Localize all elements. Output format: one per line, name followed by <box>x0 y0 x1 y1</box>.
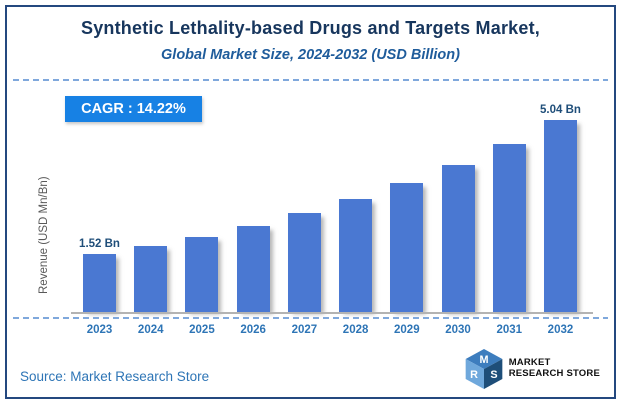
bar-2032 <box>543 120 577 312</box>
logo-letter-r: R <box>470 369 478 381</box>
x-tick-2031: 2031 <box>496 324 523 336</box>
chart-frame: Synthetic Lethality-based Drugs and Targ… <box>5 5 616 399</box>
bar-2031 <box>492 144 526 312</box>
bar-2025 <box>185 237 219 312</box>
bar-column <box>441 165 475 312</box>
page-title: Synthetic Lethality-based Drugs and Targ… <box>81 18 540 38</box>
x-tick-2023: 2023 <box>86 324 113 336</box>
x-tick-2024: 2024 <box>137 324 164 336</box>
brand-logo: M R S MARKET RESEARCH STORE <box>464 347 600 391</box>
cagr-badge-label: CAGR : 14.22% <box>81 101 186 117</box>
x-axis-tick-labels: 2023 2024 2025 2026 2027 2028 2029 2030 2031 2032 <box>83 324 577 336</box>
brand-logo-text: MARKET RESEARCH STORE <box>508 357 600 380</box>
bar-2029 <box>390 183 424 312</box>
y-axis-label: Revenue (USD Mn/Bn) <box>38 176 50 294</box>
x-tick-2028: 2028 <box>342 324 369 336</box>
bottom-dashed-separator <box>13 317 608 319</box>
bar-2027 <box>287 213 321 312</box>
top-dashed-separator <box>13 79 608 81</box>
bar-value-label: 5.04 Bn <box>540 104 581 116</box>
bar-2024 <box>134 246 168 312</box>
x-tick-2032: 2032 <box>547 324 574 336</box>
bar-2028 <box>339 199 373 312</box>
bar-column <box>492 144 526 312</box>
brand-logo-line1: MARKET <box>508 357 551 369</box>
bar-column <box>134 246 168 312</box>
plot-area: 1.52 Bn 5.04 Bn <box>79 104 581 312</box>
brand-logo-line2: RESEARCH STORE <box>508 368 600 379</box>
x-tick-2026: 2026 <box>240 324 266 336</box>
bar-2023 <box>83 254 116 312</box>
brand-logo-cube-icon: M R S <box>465 349 503 389</box>
bar-column <box>236 226 270 312</box>
bar-2026 <box>236 226 270 312</box>
page-subtitle: Global Market Size, 2024-2032 (USD Billi… <box>161 47 460 63</box>
bar-column <box>287 213 321 312</box>
bar-column: 1.52 Bn <box>79 238 120 312</box>
bar-2030 <box>441 165 475 312</box>
logo-letter-m: M <box>479 354 488 366</box>
x-tick-2030: 2030 <box>445 324 471 336</box>
x-tick-2027: 2027 <box>291 324 318 336</box>
bar-column <box>185 237 219 312</box>
cagr-badge: CAGR : 14.22% <box>65 96 202 122</box>
bar-column <box>339 199 373 312</box>
x-axis-line <box>71 312 593 314</box>
x-tick-2029: 2029 <box>394 324 420 336</box>
x-tick-2025: 2025 <box>189 324 215 336</box>
source-text: Source: Market Research Store <box>20 369 210 384</box>
bar-column <box>390 183 424 312</box>
bar-column: 5.04 Bn <box>540 104 581 312</box>
logo-letter-s: S <box>490 369 497 381</box>
bar-value-label: 1.52 Bn <box>79 238 120 250</box>
